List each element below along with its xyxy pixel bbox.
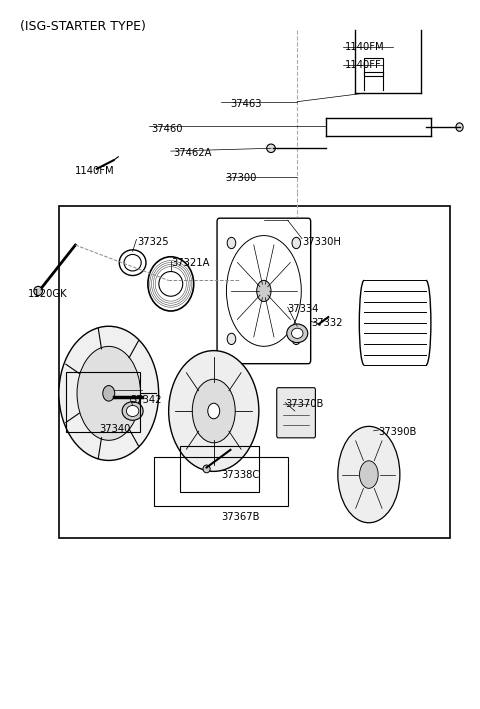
Ellipse shape <box>338 426 400 523</box>
Text: 1140FF: 1140FF <box>345 60 382 70</box>
Bar <box>180 446 259 492</box>
Ellipse shape <box>267 144 276 152</box>
Text: 37367B: 37367B <box>221 512 259 522</box>
Ellipse shape <box>227 238 236 249</box>
Ellipse shape <box>168 351 259 471</box>
Text: 37338C: 37338C <box>221 469 259 479</box>
Text: 1140FM: 1140FM <box>345 43 384 52</box>
Ellipse shape <box>59 326 158 460</box>
Ellipse shape <box>192 379 235 443</box>
Ellipse shape <box>287 324 308 342</box>
Text: 37325: 37325 <box>137 237 169 247</box>
Text: 37334: 37334 <box>288 303 319 313</box>
Ellipse shape <box>77 347 141 440</box>
Bar <box>364 58 383 76</box>
Text: 37390B: 37390B <box>378 428 417 437</box>
Ellipse shape <box>208 403 220 419</box>
Ellipse shape <box>456 123 463 131</box>
Text: 37330H: 37330H <box>302 237 341 247</box>
Text: 37462A: 37462A <box>173 148 212 158</box>
Text: 1140FM: 1140FM <box>75 166 115 176</box>
Ellipse shape <box>34 286 42 296</box>
Text: 37342: 37342 <box>130 396 162 406</box>
Ellipse shape <box>292 333 300 345</box>
Text: 37463: 37463 <box>230 99 262 108</box>
Ellipse shape <box>122 402 143 420</box>
Text: 37340: 37340 <box>99 424 131 434</box>
Ellipse shape <box>292 238 300 249</box>
Bar <box>66 372 140 432</box>
Text: 37332: 37332 <box>312 318 343 328</box>
Text: 37460: 37460 <box>152 123 183 133</box>
Bar <box>59 206 450 538</box>
Ellipse shape <box>126 406 139 416</box>
Ellipse shape <box>257 280 271 301</box>
Ellipse shape <box>203 465 210 473</box>
FancyBboxPatch shape <box>277 388 315 438</box>
Bar <box>154 457 288 506</box>
Ellipse shape <box>227 333 236 345</box>
Text: 37370B: 37370B <box>285 399 324 409</box>
Ellipse shape <box>291 328 303 338</box>
Text: 1120GK: 1120GK <box>28 289 67 299</box>
Ellipse shape <box>360 461 378 489</box>
Text: 37300: 37300 <box>226 173 257 183</box>
Text: 37321A: 37321A <box>171 257 209 268</box>
Ellipse shape <box>103 386 115 401</box>
Text: (ISG-STARTER TYPE): (ISG-STARTER TYPE) <box>21 20 146 33</box>
